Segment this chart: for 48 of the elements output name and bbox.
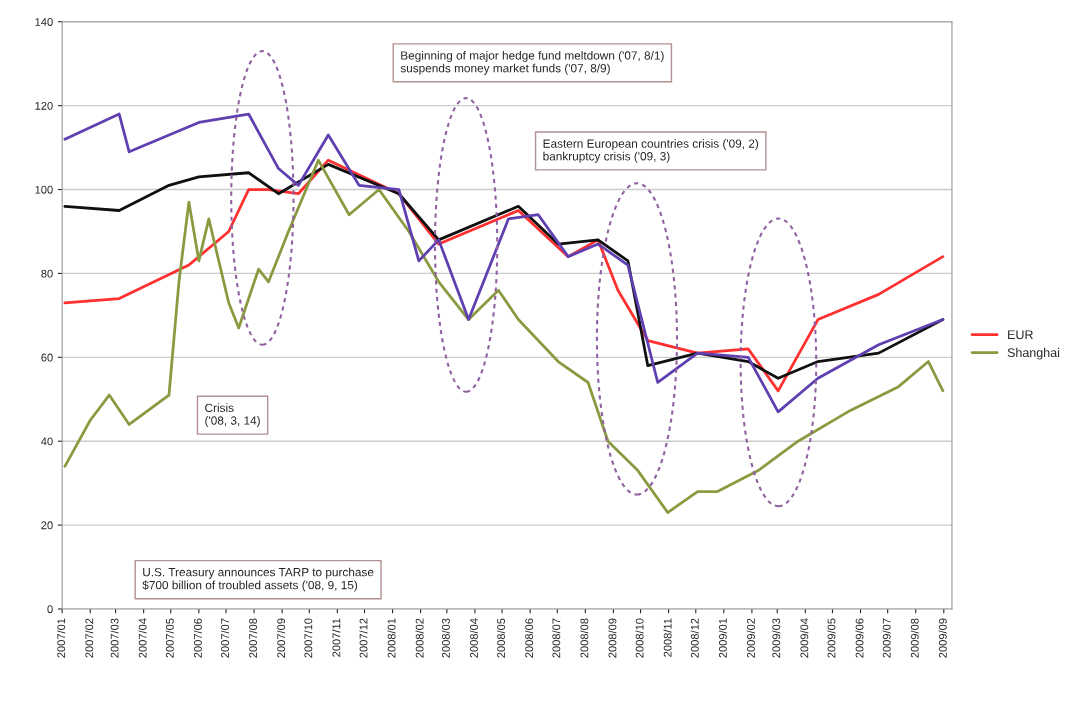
x-tick-label: 2007/02 xyxy=(85,618,94,658)
y-tick-label: 120 xyxy=(35,101,53,110)
x-tick-label: 2007/03 xyxy=(110,618,119,658)
x-tick-label: 2009/06 xyxy=(855,618,864,658)
x-tick-label: 2008/12 xyxy=(690,618,699,658)
y-tick-label: 60 xyxy=(41,353,53,362)
x-tick-label: 2007/05 xyxy=(165,618,174,658)
x-tick-label: 2008/10 xyxy=(635,618,644,658)
x-tick-label: 2008/05 xyxy=(496,618,506,658)
x-tick-label: 2009/08 xyxy=(910,618,919,658)
y-tick-label: 20 xyxy=(41,521,53,530)
x-tick-label: 2009/02 xyxy=(746,618,755,658)
x-tick-label: 2009/09 xyxy=(938,618,947,658)
x-tick-label: 2008/06 xyxy=(524,618,534,658)
x-tick-label: 2008/01 xyxy=(387,618,396,658)
x-tick-label: 2008/03 xyxy=(441,618,450,658)
annotation: Eastern European countries crisis ('09, 2) bankruptcy crisis ('09, 3) xyxy=(543,139,759,163)
x-tick-label: 2007/04 xyxy=(138,618,147,658)
x-tick-label: 2007/06 xyxy=(193,618,202,658)
annotation: Crisis ('08, 3, 14) xyxy=(205,403,260,428)
x-tick-label: 2007/01 xyxy=(57,618,66,658)
x-tick-label: 2007/12 xyxy=(359,618,368,658)
annotation: Beginning of major hedge fund meltdown ('07, 8/1) suspends money market funds ('07, 8/9) xyxy=(400,51,664,75)
x-tick-label: 2007/10 xyxy=(304,618,313,658)
legend-label: Shanghai xyxy=(1007,347,1060,360)
x-tick-label: 2008/07 xyxy=(552,618,561,658)
y-tick-label: 100 xyxy=(35,185,53,194)
x-tick-label: 2008/08 xyxy=(580,618,589,658)
x-tick-label: 2009/04 xyxy=(800,618,809,658)
annotation: U.S. Treasury announces TARP to purchase $700 billion of troubled assets ('08, 9, 15) xyxy=(142,567,374,592)
line-series xyxy=(63,112,945,414)
x-tick-label: 2009/07 xyxy=(882,618,891,658)
legend-label: EUR xyxy=(1008,330,1033,340)
x-tick-label: 2007/08 xyxy=(248,618,258,658)
x-tick-label: 2007/11 xyxy=(332,618,341,657)
y-tick-label: 80 xyxy=(41,269,53,278)
x-tick-label: 2007/09 xyxy=(276,618,286,658)
x-tick-label: 2008/02 xyxy=(415,618,424,658)
y-tick-label: 40 xyxy=(41,437,53,446)
x-tick-label: 2008/04 xyxy=(469,618,478,658)
x-tick-label: 2009/05 xyxy=(827,618,836,658)
x-tick-label: 2008/09 xyxy=(608,618,617,658)
x-tick-label: 2007/07 xyxy=(220,618,229,658)
x-tick-label: 2009/01 xyxy=(718,618,727,658)
y-tick-label: 140 xyxy=(35,18,53,26)
y-tick-label: 0 xyxy=(47,605,53,614)
x-tick-label: 2009/03 xyxy=(772,618,781,658)
x-tick-label: 2008/11 xyxy=(663,618,672,657)
